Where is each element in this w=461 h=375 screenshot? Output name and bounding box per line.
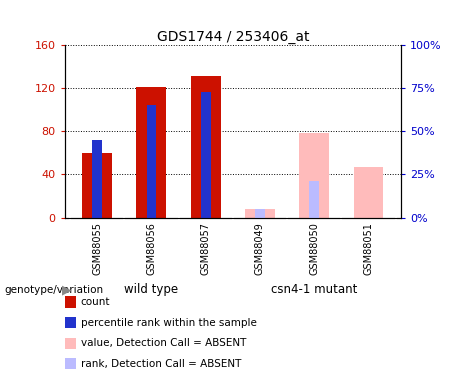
Bar — [136, 87, 166, 218]
Bar — [201, 92, 211, 218]
Text: GSM88050: GSM88050 — [309, 222, 319, 275]
Text: genotype/variation: genotype/variation — [5, 285, 104, 295]
Text: GSM88049: GSM88049 — [255, 222, 265, 275]
Text: GSM88055: GSM88055 — [92, 222, 102, 275]
Text: GSM88057: GSM88057 — [201, 222, 211, 275]
Title: GDS1744 / 253406_at: GDS1744 / 253406_at — [157, 30, 309, 44]
Bar — [255, 209, 265, 218]
Bar — [245, 209, 275, 218]
Text: rank, Detection Call = ABSENT: rank, Detection Call = ABSENT — [81, 359, 241, 369]
Text: ▶: ▶ — [62, 283, 71, 296]
Bar — [309, 181, 319, 218]
Bar — [82, 153, 112, 218]
Bar — [354, 167, 384, 218]
Bar — [92, 140, 102, 218]
Text: wild type: wild type — [124, 283, 178, 296]
Text: GSM88051: GSM88051 — [364, 222, 373, 275]
Text: GSM88056: GSM88056 — [147, 222, 156, 275]
Bar — [299, 134, 329, 218]
Bar — [147, 105, 156, 218]
Text: count: count — [81, 297, 110, 307]
Text: csn4-1 mutant: csn4-1 mutant — [271, 283, 357, 296]
Text: percentile rank within the sample: percentile rank within the sample — [81, 318, 257, 327]
Bar — [191, 76, 221, 217]
Text: value, Detection Call = ABSENT: value, Detection Call = ABSENT — [81, 338, 246, 348]
